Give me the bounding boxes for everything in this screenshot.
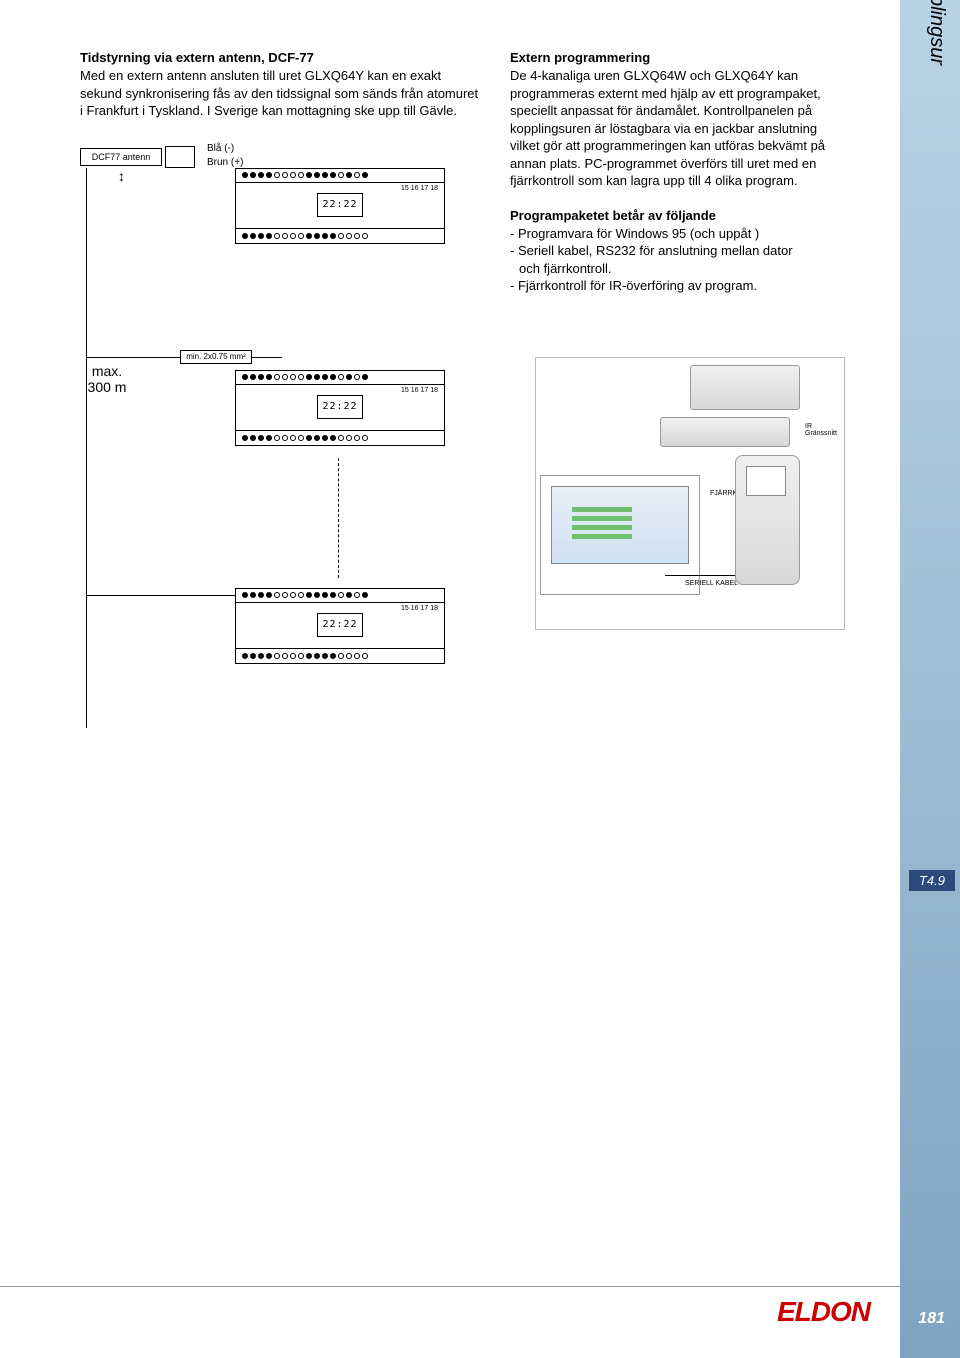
timer-module-3: 15 16 17 18 22:22 [235, 588, 445, 664]
left-body: Med en extern antenn ansluten till uret … [80, 67, 480, 120]
bullet-3: - Fjärrkontroll för IR-överföring av pro… [510, 277, 850, 295]
lcd-display: 22:22 [317, 193, 363, 217]
dist-text: 300 m [88, 379, 127, 395]
wire-labels: Blå (-) Brun (+) [175, 142, 211, 170]
terminal-row-bottom [236, 229, 444, 243]
right-title: Extern programmering [510, 50, 850, 65]
bullet-2: - Seriell kabel, RS232 för anslutning me… [510, 242, 850, 260]
ir-label: IRGränssnitt [805, 423, 837, 437]
max-text: max. [92, 363, 122, 379]
terminal-row-bottom [236, 649, 444, 663]
screen-bars-icon [572, 507, 632, 543]
remote-screen [746, 466, 786, 496]
timer-unit-icon [690, 365, 800, 410]
prog-title: Programpaketet betår av följande [510, 208, 850, 223]
antenna-arrow-icon: ↕ [118, 168, 125, 184]
terminal-numbers: 15 16 17 18 [401, 605, 438, 612]
terminal-row-top: 15 16 17 18 [236, 589, 444, 603]
right-body: De 4-kanaliga uren GLXQ64W och GLXQ64Y k… [510, 67, 850, 190]
remote-control-icon [735, 455, 800, 585]
serial-cable-line [665, 575, 735, 576]
terminal-row-bottom [236, 431, 444, 445]
h-connector-1 [86, 357, 180, 358]
wiring-diagram: DCF77 antenn ↕ Blå (-) Brun (+) max. 300… [80, 148, 480, 848]
terminal-row-top: 15 16 17 18 [236, 371, 444, 385]
timer-module-2: 15 16 17 18 22:22 [235, 370, 445, 446]
h-connector-3 [86, 595, 235, 596]
monitor-icon [540, 475, 700, 595]
monitor-screen [551, 486, 689, 564]
footer: ELDON [0, 1286, 900, 1336]
bullet-1: - Programvara för Windows 95 (och uppåt … [510, 225, 850, 243]
dashed-continuation [338, 458, 339, 578]
serial-label: SERIELL KABEL [685, 580, 738, 587]
brand-logo: ELDON [777, 1296, 870, 1328]
lcd-display: 22:22 [317, 613, 363, 637]
bullet-2b: och fjärrkontroll. [519, 260, 850, 278]
terminal-numbers: 15 16 17 18 [401, 185, 438, 192]
panel-unit-icon [660, 417, 790, 447]
lcd-display: 22:22 [317, 395, 363, 419]
cable-spec-box: min. 2x0.75 mm² [180, 350, 252, 364]
terminal-row-top: 15 16 17 18 [236, 169, 444, 183]
max-distance-label: max. 300 m [72, 363, 142, 395]
h-connector-2 [252, 357, 282, 358]
bus-line [86, 168, 87, 728]
timer-module-1: 15 16 17 18 22:22 [235, 168, 445, 244]
antenna-box: DCF77 antenn [80, 148, 162, 166]
wire-blue: Blå (-) [207, 142, 243, 156]
terminal-numbers: 15 16 17 18 [401, 387, 438, 394]
programming-diagram: IRGränssnitt FJÄRRKONTROLL SERIELL KABEL [510, 355, 850, 635]
left-title: Tidstyrning via extern antenn, DCF-77 [80, 50, 480, 65]
